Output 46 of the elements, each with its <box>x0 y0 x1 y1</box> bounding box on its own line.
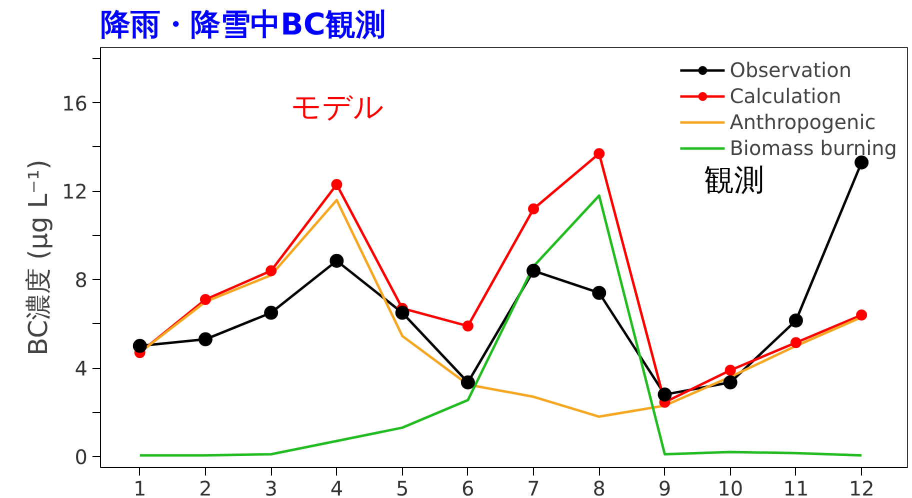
point <box>788 314 803 328</box>
x-tick-label: 10 <box>718 476 744 498</box>
point <box>200 294 211 305</box>
point <box>462 320 474 332</box>
point <box>856 309 868 320</box>
point <box>528 203 540 214</box>
x-tick-label: 3 <box>264 476 278 498</box>
y-tick-label: 4 <box>74 356 88 381</box>
point <box>723 375 738 390</box>
point <box>460 375 475 390</box>
x-tick-label: 2 <box>199 476 212 498</box>
point <box>658 388 672 402</box>
y-tick-label: 0 <box>74 444 88 469</box>
x-tick-label: 5 <box>396 476 409 498</box>
point <box>264 306 278 320</box>
y-axis-title: BC濃度 (μg L⁻¹) <box>24 159 54 356</box>
line-series <box>138 194 863 457</box>
legend-label: Calculation <box>730 83 842 109</box>
x-tick-label: 7 <box>527 476 540 498</box>
x-tick-label: 9 <box>658 476 672 498</box>
y-tick-label: 12 <box>62 180 88 204</box>
x-tick-label: 11 <box>783 476 809 498</box>
point <box>132 338 147 353</box>
y-tick-label: 8 <box>74 268 88 292</box>
point <box>724 364 736 376</box>
x-tick-label: 12 <box>848 476 874 498</box>
point <box>594 148 605 160</box>
point <box>198 332 212 346</box>
annotation: モデル <box>290 90 384 125</box>
point <box>526 264 541 278</box>
annotation: 観測 <box>704 162 764 198</box>
legend-label: Biomass burning <box>730 135 897 161</box>
legend-label: Observation <box>730 57 852 83</box>
x-tick-label: 6 <box>462 476 474 498</box>
point <box>790 337 802 348</box>
point <box>592 286 606 300</box>
x-tick-label: 4 <box>330 476 344 498</box>
point <box>266 265 277 276</box>
point <box>330 254 344 268</box>
x-tick-label: 8 <box>592 476 606 498</box>
y-tick-label: 16 <box>62 91 88 116</box>
legend-label: Anthropogenic <box>730 109 876 135</box>
point <box>395 306 410 320</box>
chart-title: 降雨・降雪中BC観測 <box>100 8 386 42</box>
x-tick-label: 1 <box>134 476 146 498</box>
point <box>331 179 342 190</box>
